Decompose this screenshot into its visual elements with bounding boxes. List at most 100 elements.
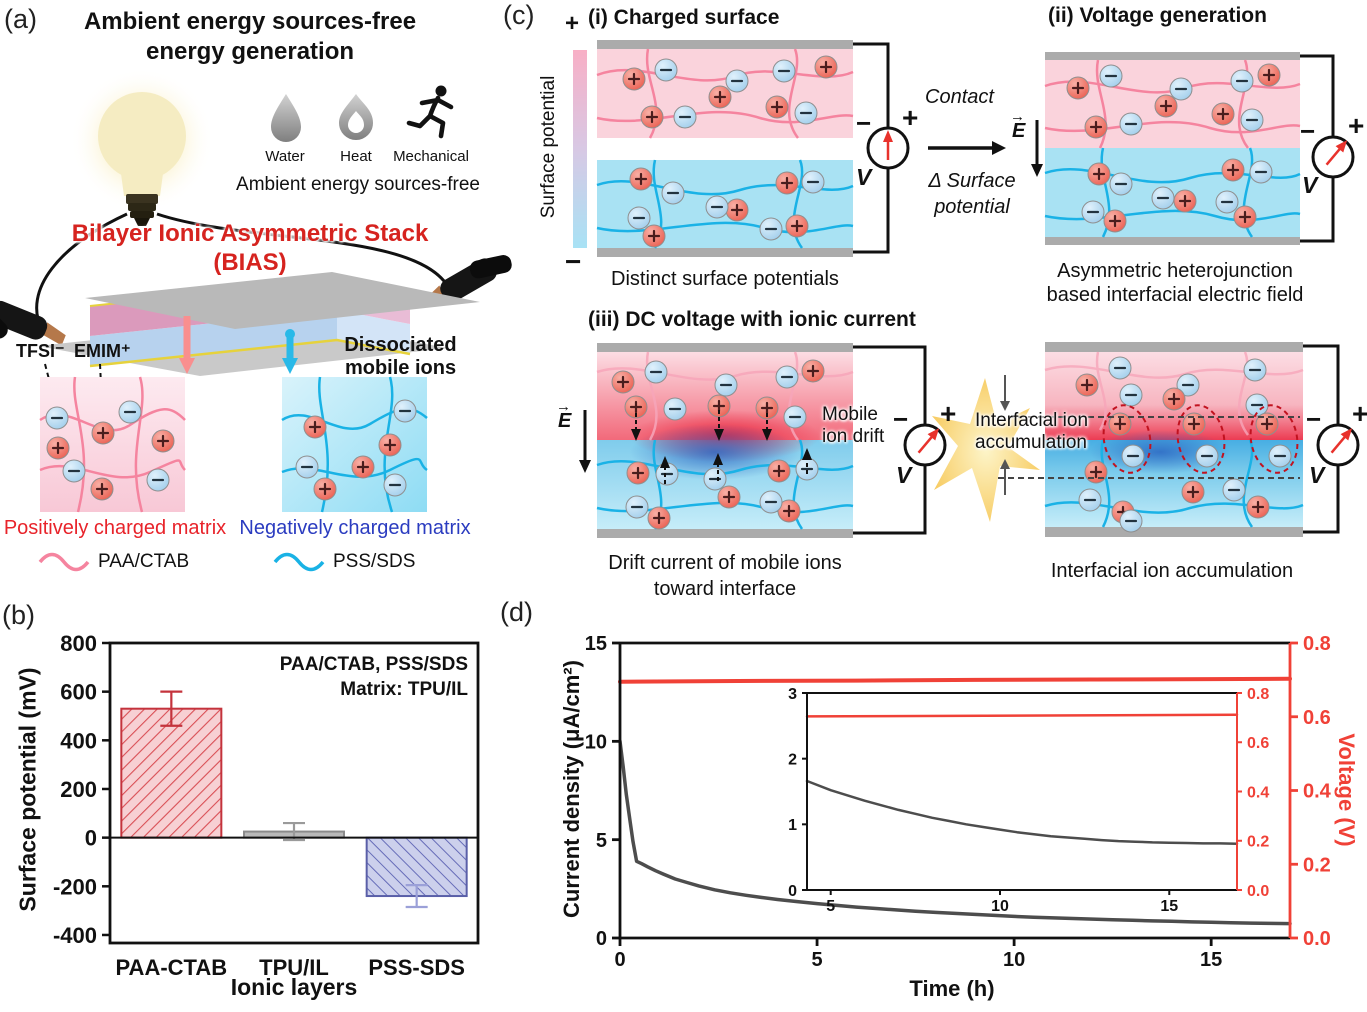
sub-i-title: (i) Charged surface [588, 6, 780, 29]
negative-matrix-label: Negatively charged matrix [239, 517, 471, 539]
alligator-clip-left [0, 300, 66, 346]
legend-pss-sds: PSS/SDS [333, 551, 416, 572]
y-tick-label: 800 [60, 631, 97, 656]
negative-matrix-box [281, 376, 428, 513]
positive-matrix-label: Positively charged matrix [3, 517, 227, 539]
voltmeter-icon [1311, 135, 1355, 179]
y-right-tick-label: 0.0 [1247, 883, 1269, 900]
voltmeter-minus-iii-l: − [893, 404, 909, 434]
spark-burst [932, 378, 1040, 522]
contact-arrow [928, 141, 1006, 155]
axes: 800 600 400 200 0 -200 -400 PAA-CTAB TPU/IL PSS-S… [53, 631, 465, 980]
legend-paa-ctab: PAA/CTAB [98, 551, 190, 572]
annotation-line2: Matrix: TPU/IL [340, 679, 468, 700]
e-field-label-ii: E [1012, 120, 1026, 142]
drift-arrows [635, 410, 808, 484]
delta-surface-line1: Δ Surface [928, 170, 1016, 192]
voltmeter-icon [866, 126, 910, 170]
flame-icon [339, 94, 373, 140]
y-right-tick-label: 0.4 [1247, 784, 1269, 801]
bias-title-line1: Bilayer Ionic Asymmetric Stack [71, 220, 429, 247]
water-drop-icon [271, 94, 301, 142]
surface-potential-scale [573, 50, 587, 248]
runner-icon [406, 85, 454, 139]
scale-minus-sign: − [565, 246, 582, 277]
bar-chart: 800 600 400 200 0 -200 -400 PAA-CTAB TPU/IL PSS-S… [53, 631, 480, 980]
e-field-arrow-iii: → [556, 398, 571, 415]
panel-c-artwork [573, 40, 1360, 538]
y-tick-label: 200 [60, 777, 97, 802]
y-tick-label: -400 [53, 923, 97, 948]
layer-pointer-arrows [179, 316, 298, 374]
dissociated-label-line1: Dissociated [344, 334, 457, 356]
bar-chart-ylabel: Surface potential (mV) [14, 667, 41, 912]
panel-a-artwork [0, 68, 512, 572]
scale-label: Surface potential [538, 75, 559, 219]
x-category-label: PSS-SDS [368, 955, 465, 980]
voltage-line [618, 676, 1292, 684]
voltmeter-v-ii: V [1302, 172, 1318, 198]
cation-label: EMIM⁺ [74, 341, 131, 361]
mechanical-label: Mechanical [393, 148, 469, 165]
y-left-tick-label: 3 [788, 686, 797, 703]
current-density-line [618, 739, 1292, 926]
x-tick-label: 0 [614, 949, 625, 971]
anion-label: TFSI⁻ [16, 341, 65, 361]
voltmeter-plus-i: + [902, 102, 919, 133]
bar-chart-xlabel: Ionic layers [230, 974, 358, 1000]
delta-surface-line2: potential [934, 196, 1010, 218]
x-category-label: PAA-CTAB [116, 955, 228, 980]
x-tick-label: 10 [991, 898, 1009, 915]
x-tick-label: 5 [811, 949, 822, 971]
axes: 5 10 15 0 1 2 3 0.0 0.2 0.4 0.6 0.8 [788, 686, 1269, 915]
x-tick-label: 10 [1003, 949, 1025, 971]
line-chart: 0 5 10 15 0 5 10 15 0.0 0.2 0.4 0.6 0.8 5 10 15 0 1 2 3 0.0 0… [585, 633, 1332, 971]
diagram-charged-surface [596, 40, 910, 257]
x-tick-label: 5 [826, 898, 835, 915]
voltmeter-v-iii-l: V [896, 462, 912, 488]
voltmeter-minus-iii-r: − [1306, 404, 1322, 434]
sub-ii-caption-line2: based interfacial electric field [1046, 284, 1304, 306]
panel-a-title-line2: energy generation [145, 38, 355, 65]
x-tick-label: 15 [1160, 898, 1178, 915]
sub-i-caption: Distinct surface potentials [611, 268, 839, 290]
accumulation-label-line2: accumulation [975, 432, 1087, 453]
sub-ii-caption-line1: Asymmetric heterojunction [1057, 260, 1293, 282]
voltmeter-plus-iii-l: + [940, 398, 957, 429]
y-right-tick-label: 0.2 [1247, 834, 1269, 851]
current-density-inset-line [805, 779, 1239, 845]
voltage-inset-line [805, 713, 1239, 718]
positive-matrix-box [39, 376, 186, 513]
y-right-tick-label: 0.6 [1247, 735, 1269, 752]
sub-iii-right-caption: Interfacial ion accumulation [1050, 560, 1294, 582]
plot-frame [108, 641, 480, 945]
e-field-label-iii: E [558, 410, 572, 432]
voltmeter-minus-i: − [856, 108, 872, 138]
error-bar-PAA-CTAB [160, 690, 183, 727]
voltmeter-v-i: V [856, 164, 872, 190]
y-tick-label: 0 [85, 826, 97, 851]
voltmeter-icon [1316, 423, 1360, 467]
y-tick-label: 600 [60, 680, 97, 705]
blue-wave-icon [273, 552, 325, 572]
panel-a-title-line1: Ambient energy sources-free [83, 8, 417, 35]
y-left-tick-label: 0 [596, 928, 607, 950]
accumulation-ellipses [1102, 404, 1299, 474]
y-right-tick-label: 0.4 [1303, 781, 1332, 803]
x-category-label: TPU/IL [259, 955, 329, 980]
y-right-tick-label: 0.8 [1303, 633, 1331, 655]
icons-caption: Ambient energy sources-free [236, 174, 480, 195]
line-chart-ylabel-left: Current density (μA/cm²) [559, 660, 584, 918]
accumulation-label-line1: Interfacial ion [975, 410, 1089, 431]
pink-wave-icon [38, 552, 90, 572]
y-left-tick-label: 2 [788, 751, 797, 768]
y-left-tick-label: 5 [596, 830, 607, 852]
inset-background [807, 693, 1237, 890]
bias-stack [38, 272, 480, 376]
voltmeter-minus-ii: − [1300, 116, 1316, 146]
sub-iii-title: (iii) DC voltage with ionic current [588, 308, 916, 331]
sub-iii-left-caption-line2: toward interface [653, 578, 797, 600]
bar-PAA-CTAB [120, 707, 223, 839]
